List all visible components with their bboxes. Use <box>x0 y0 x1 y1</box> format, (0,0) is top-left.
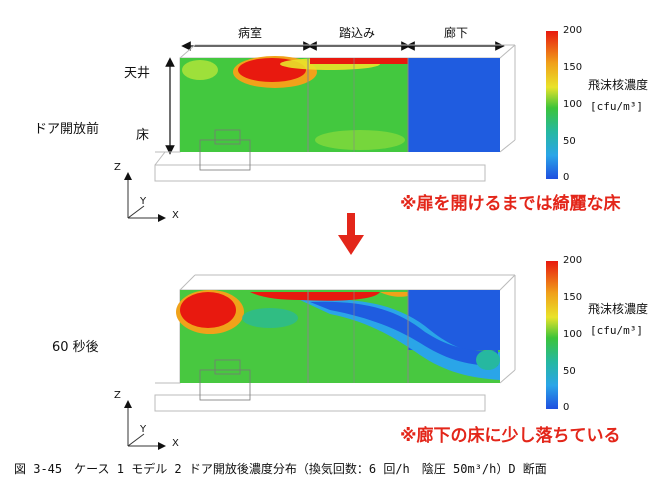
axis-triad-before <box>124 172 166 222</box>
cb-tick-50: 50 <box>563 136 576 147</box>
label-before: ドア開放前 <box>34 122 100 137</box>
axis-y-label-after: Y <box>140 424 147 435</box>
cb-tick-100: 100 <box>563 99 583 110</box>
cb-tick-0: 0 <box>563 172 570 183</box>
cb-tick-150-b: 150 <box>563 292 583 303</box>
colorbar-title-after: 飛沫核濃度 <box>588 302 649 316</box>
label-after: 60 秒後 <box>52 340 99 355</box>
cb-tick-150: 150 <box>563 62 583 73</box>
axis-z-label-after: Z <box>114 390 121 401</box>
colorbar-unit-after: [cfu/m³] <box>590 324 643 337</box>
axis-triad-after <box>124 400 166 450</box>
note-after: ※廊下の床に少し落ちている <box>400 426 621 446</box>
contour-panel-after <box>154 274 516 412</box>
cb-tick-0-b: 0 <box>563 402 570 413</box>
cb-tick-200-b: 200 <box>563 255 583 266</box>
figure-caption: 図 3-45 ケース 1 モデル 2 ドア開放後濃度分布（換気回数：6 回/h … <box>14 462 547 476</box>
zone-label-room: 病室 <box>237 26 262 40</box>
axis-x-label-before: X <box>172 210 179 221</box>
floor-label: 床 <box>136 128 150 143</box>
axis-x-label-after: X <box>172 438 179 449</box>
cb-tick-50-b: 50 <box>563 366 576 377</box>
colorbar-before <box>546 31 558 179</box>
note-before: ※扉を開けるまでは綺麗な床 <box>400 194 621 214</box>
ceiling-label: 天井 <box>124 66 151 81</box>
colorbar-unit-before: [cfu/m³] <box>590 100 643 113</box>
transition-arrow <box>338 213 364 255</box>
axis-y-label-before: Y <box>140 196 147 207</box>
cb-tick-100-b: 100 <box>563 329 583 340</box>
zone-label-corridor: 廊下 <box>443 26 468 40</box>
axis-z-label-before: Z <box>114 162 121 173</box>
contour-panel-before <box>154 44 516 182</box>
cb-tick-200: 200 <box>563 25 583 36</box>
colorbar-after <box>546 261 558 409</box>
colorbar-title-before: 飛沫核濃度 <box>588 78 649 92</box>
zone-label-entry: 踏込み <box>338 26 375 40</box>
